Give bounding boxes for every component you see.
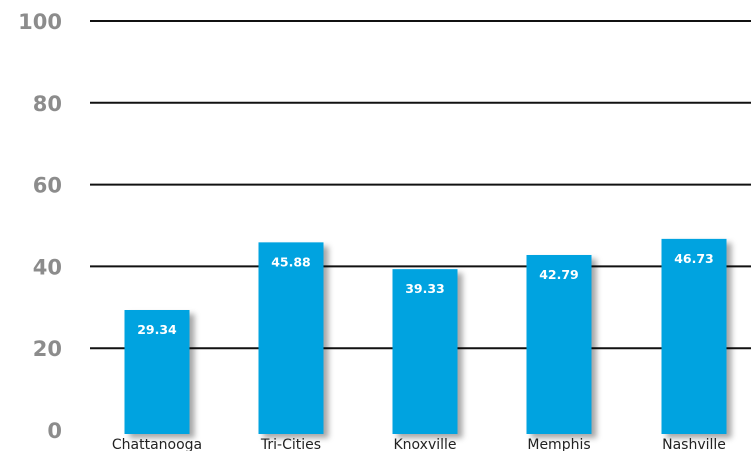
data-label: 42.79 bbox=[539, 267, 579, 282]
data-label: 29.34 bbox=[137, 322, 177, 337]
data-label: 45.88 bbox=[271, 254, 311, 269]
y-tick-label: 100 bbox=[18, 10, 62, 34]
y-tick-label: 0 bbox=[47, 419, 62, 443]
x-tick-label: Nashville bbox=[662, 437, 726, 451]
y-axis: 0 20 40 60 80 100 bbox=[18, 10, 62, 443]
gridlines bbox=[90, 20, 751, 350]
y-tick-label: 20 bbox=[33, 337, 62, 361]
bar-nashville bbox=[661, 238, 727, 434]
bar-tri-cities bbox=[258, 242, 324, 434]
y-tick-label: 80 bbox=[33, 92, 62, 116]
x-tick-label: Memphis bbox=[527, 437, 590, 451]
x-axis: Chattanooga Tri-Cities Knoxville Memphis Nas… bbox=[112, 437, 726, 451]
bar-knoxville bbox=[392, 269, 458, 434]
x-tick-label: Chattanooga bbox=[112, 437, 202, 451]
bars: 29.34 45.88 39.33 42.79 46.73 bbox=[124, 238, 727, 434]
x-tick-label: Knoxville bbox=[393, 437, 456, 451]
bar-chattanooga bbox=[124, 309, 190, 434]
x-tick-label: Tri-Cities bbox=[260, 437, 321, 451]
bar-memphis bbox=[526, 254, 592, 434]
data-label: 46.73 bbox=[674, 251, 714, 266]
y-tick-label: 40 bbox=[33, 255, 62, 279]
data-label: 39.33 bbox=[405, 281, 445, 296]
y-tick-label: 60 bbox=[33, 174, 62, 198]
